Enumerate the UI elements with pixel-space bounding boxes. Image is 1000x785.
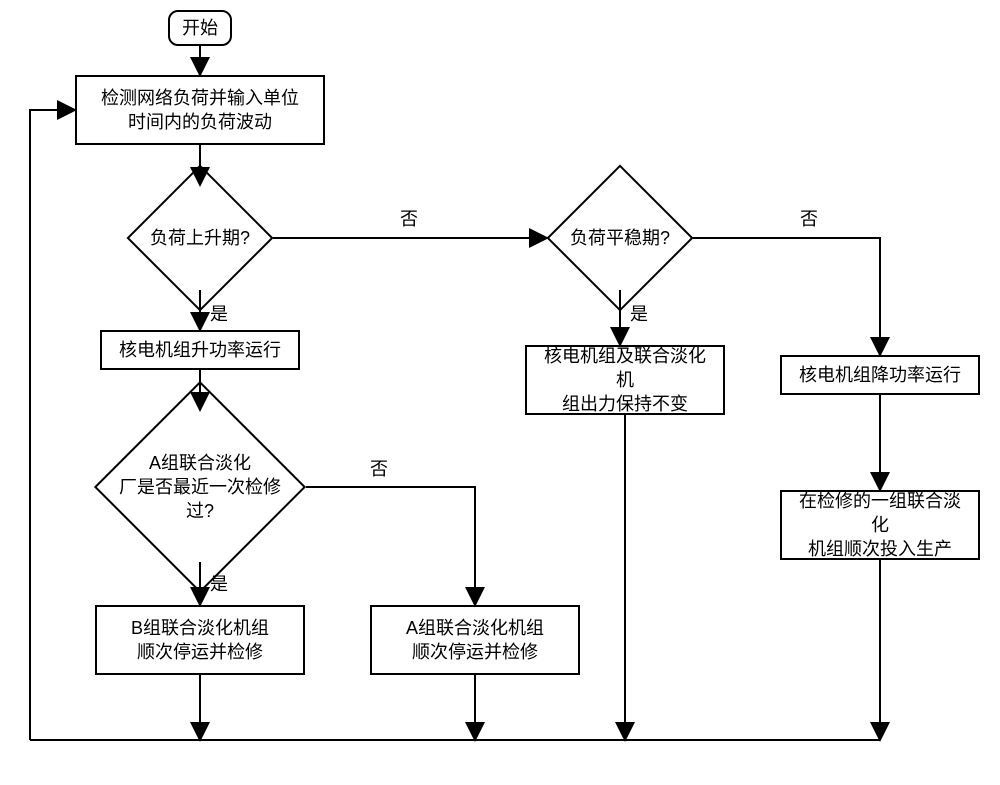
label-rising-yes: 是 [210,300,228,326]
node-up-power: 核电机组升功率运行 [100,330,300,370]
node-start-label: 开始 [182,16,218,40]
node-detect-label: 检测网络负荷并输入单位 时间内的负荷波动 [101,86,299,135]
node-b-stop-label: B组联合淡化机组 顺次停运并检修 [131,616,269,665]
node-decision-agroup: A组联合淡化 厂是否最近一次检修 过? [125,412,275,562]
node-decision-stable: 负荷平稳期? [568,186,672,290]
node-decision-rising-label: 负荷上升期? [150,226,250,250]
node-decision-rising: 负荷上升期? [148,186,252,290]
node-down-power: 核电机组降功率运行 [780,355,980,395]
node-a-stop-label: A组联合淡化机组 顺次停运并检修 [406,616,544,665]
label-agroup-no: 否 [370,455,388,481]
node-start: 开始 [168,10,232,46]
node-up-power-label: 核电机组升功率运行 [119,338,281,362]
node-maint-resume: 在检修的一组联合淡化 机组顺次投入生产 [780,490,980,560]
node-b-stop: B组联合淡化机组 顺次停运并检修 [95,605,305,675]
flowchart-canvas: 开始 检测网络负荷并输入单位 时间内的负荷波动 负荷上升期? 负荷平稳期? 核电… [0,0,1000,785]
node-keep: 核电机组及联合淡化机 组出力保持不变 [525,345,725,415]
label-agroup-yes: 是 [210,570,228,596]
label-rising-no: 否 [400,205,418,231]
node-a-stop: A组联合淡化机组 顺次停运并检修 [370,605,580,675]
node-decision-stable-label: 负荷平稳期? [570,226,670,250]
node-maint-resume-label: 在检修的一组联合淡化 机组顺次投入生产 [792,489,968,562]
label-stable-no: 否 [800,205,818,231]
node-down-power-label: 核电机组降功率运行 [799,363,961,387]
node-keep-label: 核电机组及联合淡化机 组出力保持不变 [537,344,713,417]
node-decision-agroup-label: A组联合淡化 厂是否最近一次检修 过? [119,451,281,524]
node-detect: 检测网络负荷并输入单位 时间内的负荷波动 [75,75,325,145]
label-stable-yes: 是 [630,300,648,326]
